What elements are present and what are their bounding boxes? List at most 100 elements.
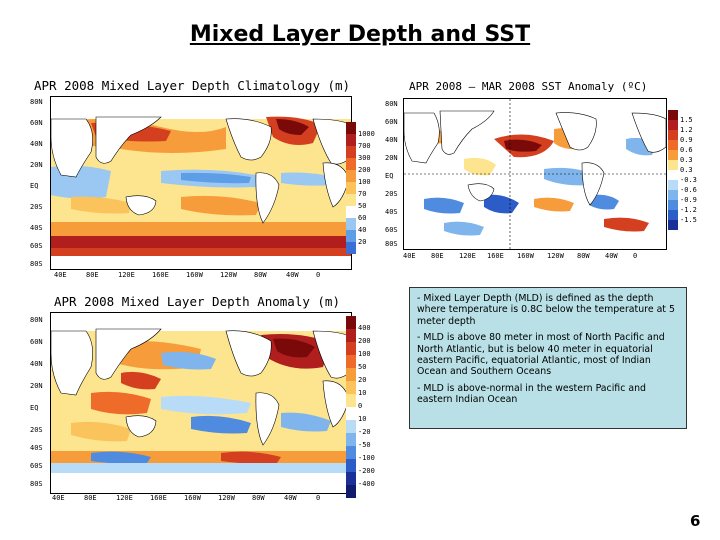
lat-label: EQ — [385, 172, 394, 180]
colorbar-swatch — [668, 200, 678, 210]
colorbar-label: 20 — [358, 376, 367, 384]
colorbar-label: -0.6 — [680, 186, 697, 194]
lon-label: 160W — [184, 494, 201, 502]
lat-label: 40S — [30, 224, 43, 232]
lat-label: 60S — [30, 462, 43, 470]
colorbar-label: 1.2 — [680, 126, 693, 134]
colorbar-label: 100 — [358, 350, 371, 358]
colorbar-label: 300 — [358, 154, 371, 162]
colorbar-swatch — [668, 120, 678, 130]
lon-label: 120E — [459, 252, 476, 260]
colorbar-swatch — [346, 407, 356, 420]
lat-label: 60N — [30, 338, 43, 346]
colorbar-swatch — [346, 355, 356, 368]
colorbar-label: -1.5 — [680, 216, 697, 224]
colorbar-label: -0.9 — [680, 196, 697, 204]
lat-label: EQ — [30, 404, 39, 412]
lon-label: 40E — [54, 271, 67, 279]
lon-label: 40E — [52, 494, 65, 502]
colorbar-swatch — [346, 342, 356, 355]
lat-label: 80N — [385, 100, 398, 108]
colorbar-swatch — [346, 459, 356, 472]
lon-label: 160E — [152, 271, 169, 279]
sst-panel: APR 2008 — MAR 2008 SST Anomaly (ºC) — [383, 78, 703, 270]
colorbar-swatch — [346, 446, 356, 459]
colorbar-label: 50 — [358, 202, 367, 210]
lon-label: 120W — [547, 252, 564, 260]
colorbar-label: 10 — [358, 389, 367, 397]
colorbar-swatch — [346, 433, 356, 446]
lon-label: 80E — [84, 494, 97, 502]
lon-label: 160W — [517, 252, 534, 260]
colorbar-swatch — [668, 220, 678, 230]
sst-title: APR 2008 — MAR 2008 SST Anomaly (ºC) — [409, 80, 648, 93]
colorbar-label: -0.3 — [680, 176, 697, 184]
lat-label: 40N — [30, 140, 43, 148]
colorbar-label: -20 — [358, 428, 371, 436]
lon-label: 40W — [605, 252, 618, 260]
lon-label: 80E — [431, 252, 444, 260]
lat-label: 80S — [385, 240, 398, 248]
colorbar-swatch — [346, 122, 356, 134]
lat-label: 80N — [30, 316, 43, 324]
slide-title: Mixed Layer Depth and SST — [189, 22, 531, 47]
colorbar-label: -1.2 — [680, 206, 697, 214]
colorbar-label: 0.3 — [680, 166, 693, 174]
colorbar-swatch — [346, 485, 356, 498]
lon-label: 160E — [487, 252, 504, 260]
colorbar-swatch — [346, 182, 356, 194]
lat-label: 60S — [385, 226, 398, 234]
climatology-title: APR 2008 Mixed Layer Depth Climatology (… — [34, 78, 351, 93]
colorbar-swatch — [346, 316, 356, 329]
lat-label: 20N — [30, 382, 43, 390]
colorbar-swatch — [668, 160, 678, 170]
lon-label: 40W — [284, 494, 297, 502]
lat-label: 80S — [30, 260, 43, 268]
colorbar-swatch — [346, 230, 356, 242]
colorbar-label: 60 — [358, 214, 367, 222]
lon-label: 120W — [218, 494, 235, 502]
note-mld-anomaly: - MLD is above-normal in the western Pac… — [417, 382, 646, 406]
note-mld-regions: - MLD is above 80 meter in most of North… — [417, 332, 665, 378]
lon-label: 0 — [316, 271, 321, 279]
colorbar-swatch — [668, 190, 678, 200]
lat-label: 40N — [385, 136, 398, 144]
notes-box: - Mixed Layer Depth (MLD) is defined as … — [409, 287, 687, 429]
colorbar-swatch — [668, 130, 678, 140]
colorbar-swatch — [346, 134, 356, 146]
lon-label: 0 — [633, 252, 638, 260]
lat-label: 80S — [30, 480, 43, 488]
anomaly-map — [50, 312, 352, 494]
lon-label: 40W — [286, 271, 299, 279]
note-mld-definition: - Mixed Layer Depth (MLD) is defined as … — [417, 293, 675, 327]
lat-label: 40N — [30, 360, 43, 368]
colorbar-swatch — [346, 218, 356, 230]
colorbar-label: 0.9 — [680, 136, 693, 144]
lat-label: 20S — [385, 190, 398, 198]
colorbar-label: 100 — [358, 178, 371, 186]
colorbar-swatch — [668, 110, 678, 120]
colorbar-label: 400 — [358, 324, 371, 332]
colorbar-label: 70 — [358, 190, 367, 198]
colorbar-label: 50 — [358, 363, 367, 371]
colorbar-swatch — [346, 206, 356, 218]
colorbar-label: -50 — [358, 441, 371, 449]
lat-label: 60N — [30, 119, 43, 127]
colorbar-swatch — [346, 146, 356, 158]
colorbar-label: -100 — [358, 454, 375, 462]
colorbar-swatch — [346, 472, 356, 485]
sst-map-image — [404, 99, 666, 249]
colorbar-swatch — [668, 170, 678, 180]
colorbar-swatch — [668, 140, 678, 150]
lat-label: 20N — [30, 161, 43, 169]
colorbar-swatch — [346, 420, 356, 433]
colorbar-label: 10 — [358, 415, 367, 423]
lat-label: 20S — [30, 426, 43, 434]
lon-label: 80W — [577, 252, 590, 260]
lon-label: 120E — [116, 494, 133, 502]
colorbar-label: -400 — [358, 480, 375, 488]
lat-label: 60S — [30, 242, 43, 250]
colorbar-swatch — [346, 394, 356, 407]
lon-label: 160W — [186, 271, 203, 279]
colorbar-swatch — [346, 170, 356, 182]
